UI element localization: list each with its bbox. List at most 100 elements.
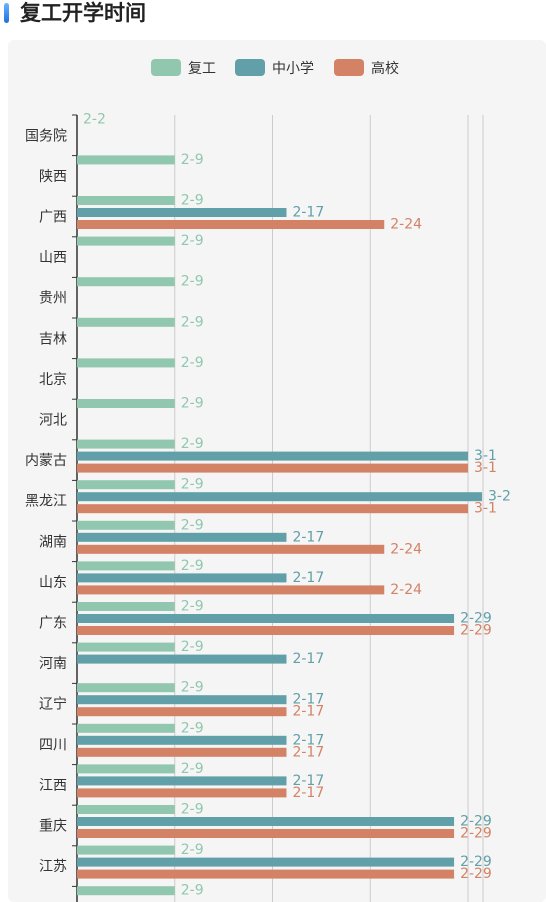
bar[interactable] <box>77 845 175 855</box>
bar[interactable] <box>77 683 175 693</box>
bar[interactable] <box>77 707 287 717</box>
data-label: 2-17 <box>292 704 324 720</box>
bar[interactable] <box>77 788 287 798</box>
data-label: 2-24 <box>390 582 422 598</box>
data-label: 2-9 <box>181 152 204 168</box>
category-label: 陕西 <box>39 169 67 185</box>
bar[interactable] <box>77 735 287 745</box>
bar[interactable] <box>77 614 455 623</box>
data-label: 2-9 <box>181 558 204 574</box>
data-label: 2-9 <box>181 436 204 452</box>
category-label: 山东 <box>39 575 67 591</box>
bar[interactable] <box>77 277 175 287</box>
category-label: 重庆 <box>39 819 67 835</box>
category-label: 江苏 <box>39 859 67 875</box>
category-label: 河北 <box>39 413 67 429</box>
legend-label[interactable]: 中小学 <box>272 61 314 77</box>
bar[interactable] <box>77 532 287 542</box>
bar[interactable] <box>77 776 287 786</box>
data-label: 2-9 <box>181 477 204 493</box>
bar[interactable] <box>77 492 482 502</box>
title-accent-bar <box>4 3 9 23</box>
bar[interactable] <box>77 561 175 571</box>
data-label: 2-9 <box>181 720 204 736</box>
bar[interactable] <box>77 829 455 838</box>
data-label: 2-29 <box>460 814 492 830</box>
bar[interactable] <box>77 869 455 879</box>
page-title: 复工开学时间 <box>20 1 146 25</box>
chart-panel: 复工 中小学 高校 国务院 2-2 陕西 2-9 广西 2-9 2-17 2-24 山西 2-9 贵州 2-… <box>8 40 546 902</box>
data-label: 2-9 <box>181 680 204 696</box>
data-label: 2-17 <box>292 692 324 708</box>
page-header: 复工开学时间 <box>0 0 546 30</box>
bar[interactable] <box>77 654 287 664</box>
legend-swatch[interactable] <box>334 59 364 76</box>
data-label: 2-9 <box>181 355 204 371</box>
data-label: 2-17 <box>292 732 324 748</box>
bar[interactable] <box>77 236 175 246</box>
data-label: 2-17 <box>292 744 324 760</box>
bar[interactable] <box>77 805 175 814</box>
data-label: 2-9 <box>181 639 204 655</box>
data-label: 2-24 <box>390 217 422 233</box>
data-label: 2-17 <box>292 785 324 801</box>
bar[interactable] <box>77 358 175 368</box>
data-label: 2-9 <box>181 802 204 818</box>
bar[interactable] <box>77 480 175 490</box>
category-label: 吉林 <box>39 331 67 347</box>
bar[interactable] <box>77 817 455 826</box>
bar[interactable] <box>77 439 175 449</box>
data-label: 2-2 <box>83 111 106 127</box>
category-label: 广东 <box>39 616 67 632</box>
bar[interactable] <box>77 723 175 733</box>
legend-swatch[interactable] <box>151 59 181 76</box>
bar[interactable] <box>77 155 175 165</box>
bar[interactable] <box>77 764 175 774</box>
data-label: 2-17 <box>292 651 324 667</box>
bar[interactable] <box>77 695 287 705</box>
bar[interactable] <box>77 642 175 652</box>
category-label: 广西 <box>39 210 67 226</box>
bar[interactable] <box>77 626 455 635</box>
data-label: 2-9 <box>181 233 204 249</box>
data-label: 2-29 <box>460 866 492 882</box>
legend-label[interactable]: 复工 <box>188 60 216 77</box>
data-label: 2-9 <box>181 193 204 209</box>
legend-label[interactable]: 高校 <box>371 60 399 77</box>
data-label: 2-9 <box>181 599 204 615</box>
data-label: 2-9 <box>181 883 204 899</box>
category-label: 贵州 <box>39 291 67 307</box>
data-label: 2-9 <box>181 396 204 412</box>
bar[interactable] <box>77 602 175 611</box>
legend-swatch[interactable] <box>235 59 265 76</box>
data-label: 2-9 <box>181 517 204 533</box>
data-label: 2-9 <box>181 842 204 858</box>
bar[interactable] <box>77 196 175 205</box>
data-label: 2-24 <box>390 541 422 557</box>
data-label: 2-9 <box>181 274 204 290</box>
bar[interactable] <box>77 747 287 757</box>
data-label: 2-29 <box>460 826 492 842</box>
bar[interactable] <box>77 573 287 583</box>
data-label: 3-2 <box>488 489 511 505</box>
bar[interactable] <box>77 317 175 327</box>
bar[interactable] <box>77 504 469 514</box>
bar[interactable] <box>77 463 469 473</box>
data-label: 2-17 <box>292 529 324 545</box>
bar[interactable] <box>77 585 385 595</box>
bar[interactable] <box>77 544 385 554</box>
data-label: 2-29 <box>460 854 492 870</box>
category-label: 辽宁 <box>39 696 67 713</box>
bar[interactable] <box>77 520 175 530</box>
bar[interactable] <box>77 886 175 896</box>
bar[interactable] <box>77 451 469 461</box>
bar[interactable] <box>77 220 385 229</box>
data-label: 3-1 <box>474 448 497 464</box>
category-label: 江西 <box>39 778 67 794</box>
bar[interactable] <box>77 399 175 408</box>
bar[interactable] <box>77 857 455 867</box>
data-label: 3-1 <box>474 460 497 476</box>
bar[interactable] <box>77 208 287 217</box>
data-label: 2-29 <box>460 623 492 639</box>
